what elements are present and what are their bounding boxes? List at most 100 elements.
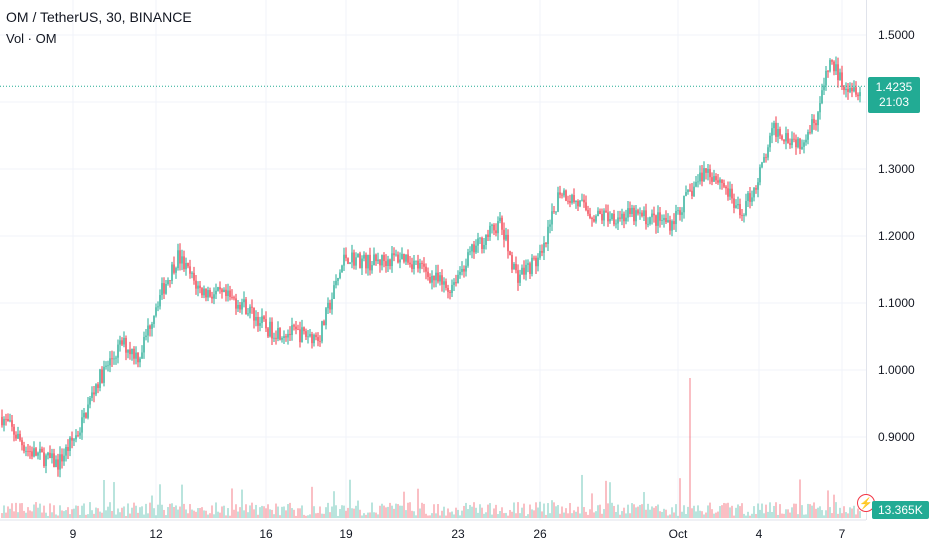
candle-body	[523, 267, 525, 275]
candle-body	[431, 275, 433, 283]
volume-bar	[733, 515, 735, 518]
candle-body	[793, 138, 795, 140]
candle-body	[713, 176, 715, 182]
candle-body	[375, 254, 377, 262]
candle-body	[485, 234, 487, 246]
volume-bar	[121, 507, 123, 518]
candle-body	[563, 190, 565, 196]
candle-body	[645, 210, 647, 225]
volume-bar	[193, 510, 195, 518]
candle-body	[333, 285, 335, 299]
volume-bar	[343, 505, 345, 518]
volume-bar	[381, 503, 383, 518]
candle-body	[383, 255, 385, 262]
volume-bar	[757, 503, 759, 518]
candle-body	[199, 285, 201, 289]
volume-bar	[553, 502, 555, 518]
candle-body	[607, 212, 609, 222]
candle-body	[285, 336, 287, 338]
volume-bar	[821, 510, 823, 518]
candle-body	[815, 123, 817, 126]
candle-body	[67, 447, 69, 451]
candle-body	[751, 197, 753, 202]
volume-bar	[39, 503, 41, 518]
volume-bar	[661, 511, 663, 518]
candle-body	[141, 352, 143, 359]
volume-bar	[721, 505, 723, 518]
volume-bar	[529, 504, 531, 518]
volume-bar	[163, 509, 165, 518]
candle-body	[327, 302, 329, 309]
volume-bar	[819, 506, 821, 518]
candle-body	[347, 258, 349, 264]
volume-bar	[833, 494, 835, 518]
volume-bar	[771, 512, 773, 518]
volume-bar	[811, 505, 813, 518]
volume-bar	[17, 512, 19, 518]
volume-bar	[217, 511, 219, 518]
candle-body	[557, 192, 559, 212]
candle-body	[265, 319, 267, 329]
volume-bar	[355, 505, 357, 518]
candle-body	[693, 186, 695, 197]
candle-body	[317, 337, 319, 342]
candle-body	[337, 277, 339, 281]
candle-body	[17, 433, 19, 439]
candle-body	[131, 348, 133, 355]
candle-body	[765, 157, 767, 158]
volume-bar	[7, 506, 9, 518]
volume-legend[interactable]: Vol · OM	[6, 31, 57, 46]
volume-bar	[95, 507, 97, 518]
volume-bar	[651, 506, 653, 518]
candle-body	[853, 87, 855, 92]
candle-body	[299, 329, 301, 343]
candle-body	[483, 245, 485, 250]
candle-body	[145, 335, 147, 337]
volume-bar	[627, 504, 629, 518]
candle-body	[685, 192, 687, 196]
candle-body	[637, 210, 639, 214]
volume-bar	[729, 507, 731, 518]
candle-body	[827, 71, 829, 72]
volume-bar	[383, 505, 385, 518]
volume-bar	[275, 503, 277, 518]
volume-bar	[581, 474, 583, 518]
volume-bar	[241, 489, 243, 518]
symbol-title[interactable]: OM / TetherUS, 30, BINANCE	[6, 9, 192, 25]
volume-bar	[371, 502, 373, 518]
candle-body	[95, 384, 97, 395]
volume-bar	[837, 513, 839, 518]
volume-bar	[271, 509, 273, 518]
candle-body	[253, 307, 255, 321]
candle-body	[377, 259, 379, 262]
candle-body	[493, 224, 495, 231]
volume-bar	[839, 507, 841, 518]
candle-body	[683, 195, 685, 213]
candle-body	[611, 213, 613, 220]
volume-bar	[129, 513, 131, 518]
volume-bar	[619, 514, 621, 518]
candle-body	[807, 131, 809, 140]
volume-bar	[795, 503, 797, 518]
volume-bar	[105, 510, 107, 518]
candle-body	[305, 331, 307, 337]
volume-bar	[219, 512, 221, 518]
candle-body	[55, 459, 57, 467]
volume-bar	[65, 510, 67, 518]
volume-bar	[187, 513, 189, 518]
volume-bar	[703, 514, 705, 518]
y-tick-label: 1.0000	[878, 363, 915, 377]
candle-body	[473, 244, 475, 253]
candle-body	[389, 259, 391, 267]
volume-bar	[773, 505, 775, 518]
volume-bar	[765, 504, 767, 518]
candle-body	[259, 323, 261, 326]
volume-bar	[377, 514, 379, 518]
candle-body	[737, 204, 739, 206]
volume-bar	[171, 503, 173, 518]
volume-bar	[135, 505, 137, 518]
volume-bar	[841, 513, 843, 518]
candle-body	[57, 459, 59, 470]
candle-body	[151, 323, 153, 329]
